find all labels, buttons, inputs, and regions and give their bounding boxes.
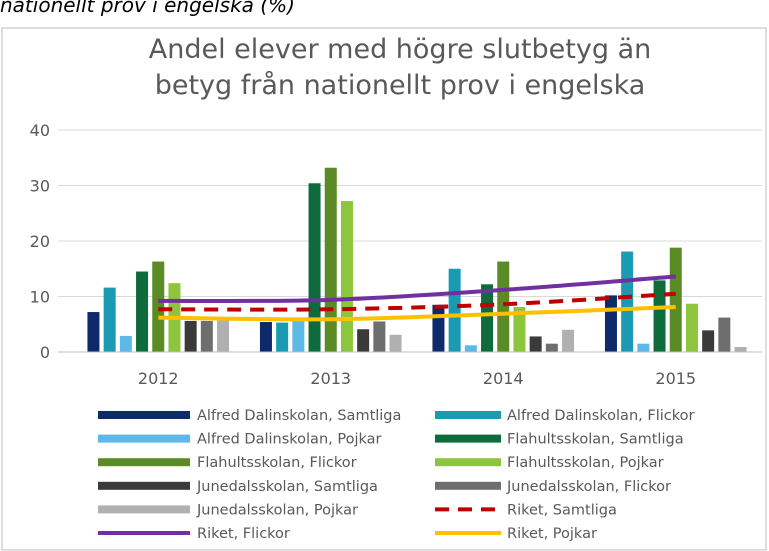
chart-frame	[1, 27, 767, 551]
line	[158, 274, 676, 304]
legend-label: Riket, Flickor	[197, 526, 290, 542]
bar	[562, 329, 575, 352]
bar	[432, 304, 445, 352]
legend-label: Flahultsskolan, Pojkar	[507, 455, 664, 471]
y-tick-label: 30	[30, 177, 50, 196]
legend-label: Riket, Samtliga	[507, 502, 617, 518]
bar	[292, 320, 305, 352]
legend-label: Alfred Dalinskolan, Samtliga	[197, 408, 401, 424]
bar	[621, 251, 634, 352]
y-tick-label: 10	[30, 288, 50, 307]
legend-swatch	[98, 411, 190, 419]
legend-label: Junedalsskolan, Samtliga	[196, 479, 378, 495]
bar	[718, 317, 731, 352]
bar	[702, 330, 715, 352]
bar	[653, 280, 666, 352]
bar	[604, 295, 617, 352]
legend-label: Junedalsskolan, Pojkar	[196, 502, 358, 518]
bar	[340, 201, 353, 352]
legend-swatch	[98, 458, 190, 467]
bar	[152, 261, 165, 352]
bar	[373, 321, 386, 352]
y-tick-label: 20	[30, 232, 50, 251]
legend-swatch	[98, 481, 190, 490]
x-tick-label: 2014	[483, 369, 524, 388]
x-tick-label: 2015	[655, 369, 696, 388]
legend-label: Flahultsskolan, Flickor	[197, 455, 357, 471]
line	[158, 305, 676, 322]
bar	[669, 247, 682, 352]
bar	[734, 347, 747, 352]
legend-label: Alfred Dalinskolan, Pojkar	[197, 432, 382, 448]
caption: nationellt prov i engelska (%)	[0, 0, 295, 17]
legend-swatch	[435, 411, 501, 419]
legend-label: Flahultsskolan, Samtliga	[507, 432, 684, 448]
bar	[529, 336, 542, 352]
x-tick-label: 2012	[138, 369, 179, 388]
x-tick-label: 2013	[310, 369, 351, 388]
bar	[276, 322, 289, 352]
y-tick-label: 0	[40, 343, 50, 362]
legend-swatch	[98, 434, 190, 443]
bar	[324, 167, 337, 352]
legend-swatch	[98, 505, 190, 514]
bar	[119, 335, 132, 352]
bar	[259, 322, 272, 352]
legend-label: Alfred Dalinskolan, Flickor	[507, 408, 694, 424]
bar	[685, 303, 698, 352]
bar	[481, 284, 494, 352]
bar	[464, 345, 477, 352]
bar	[513, 307, 526, 352]
bar	[87, 312, 100, 352]
legend-swatch	[435, 458, 501, 467]
bar	[497, 261, 510, 352]
legend-swatch	[435, 434, 501, 443]
bar	[103, 287, 116, 352]
legend-swatch	[435, 481, 501, 490]
legend-label: Junedalsskolan, Flickor	[506, 479, 671, 495]
chart-title: Andel elever med högre slutbetyg än	[149, 34, 651, 65]
y-tick-label: 40	[30, 121, 50, 140]
bar	[200, 320, 213, 352]
line	[158, 291, 676, 312]
bar	[357, 329, 370, 352]
bar	[136, 271, 149, 352]
bar	[184, 320, 197, 352]
chart-title: betyg från nationellt prov i engelska	[155, 70, 646, 101]
bar	[448, 268, 461, 352]
bar	[545, 343, 558, 352]
bar	[389, 334, 402, 352]
bar	[637, 343, 650, 352]
legend-label: Riket, Pojkar	[507, 526, 597, 542]
bar	[217, 319, 230, 352]
bar	[308, 183, 321, 352]
